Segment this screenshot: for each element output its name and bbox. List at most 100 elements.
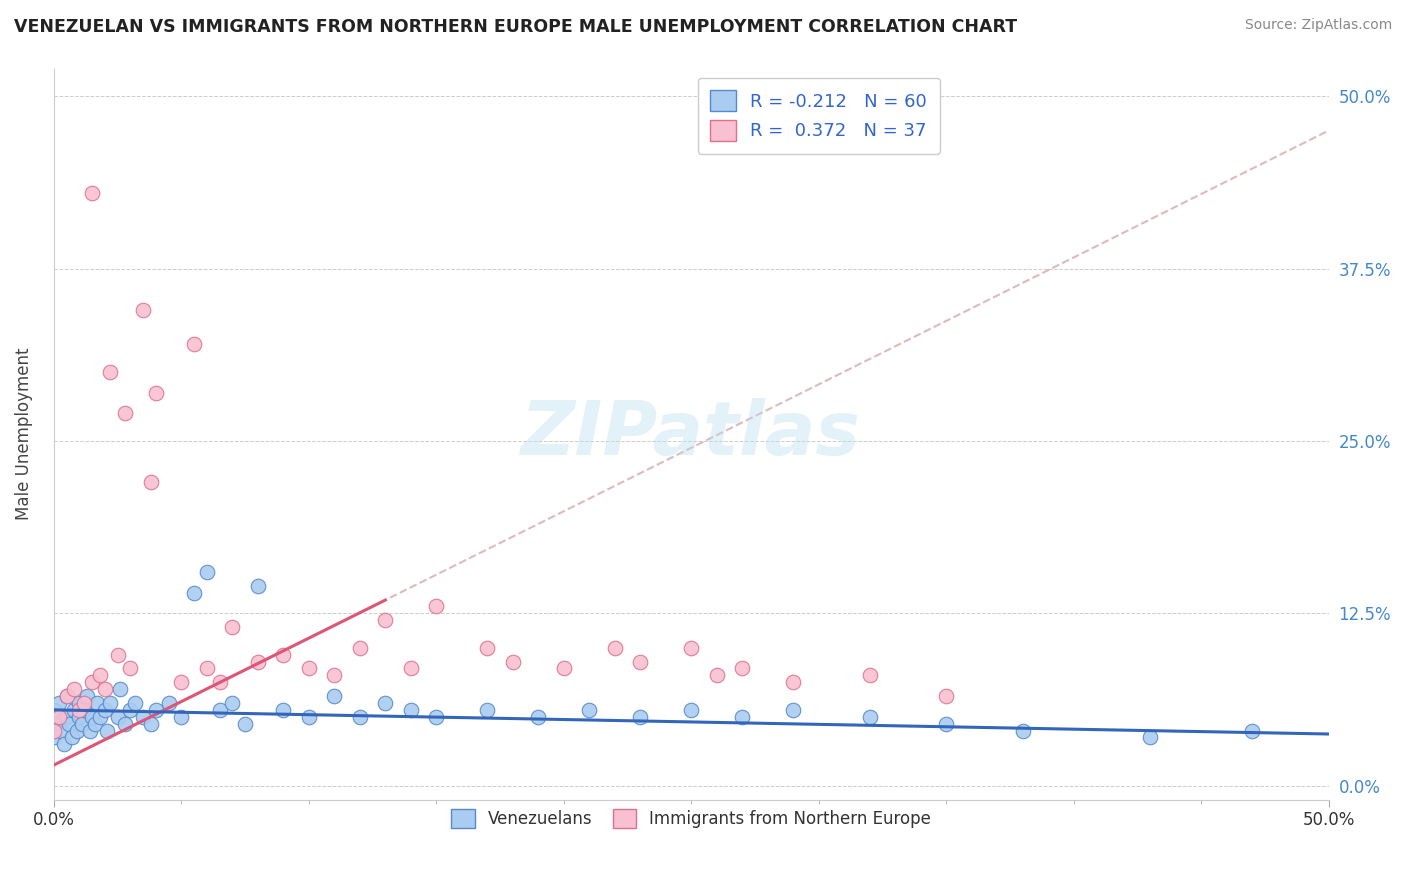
Y-axis label: Male Unemployment: Male Unemployment (15, 348, 32, 520)
Point (271, 703, 294, 717)
Point (731, 710, 754, 724)
Point (425, 710, 447, 724)
Point (114, 406, 136, 420)
Point (55, 689, 77, 703)
Point (782, 675, 804, 690)
Point (170, 710, 193, 724)
Point (107, 648, 129, 662)
Point (935, 716, 957, 731)
Point (139, 475, 162, 490)
Point (42, 731, 65, 745)
Point (51, 723, 73, 738)
Point (170, 675, 193, 690)
Point (70, 716, 93, 731)
Point (681, 703, 703, 717)
Point (58, 716, 80, 731)
Point (48, 696, 70, 710)
Point (477, 640, 499, 655)
Point (1139, 731, 1161, 745)
Point (1011, 723, 1033, 738)
Point (553, 661, 575, 675)
Point (233, 716, 256, 731)
Point (628, 710, 651, 724)
Point (42, 723, 65, 738)
Point (132, 710, 155, 724)
Point (67, 696, 90, 710)
Point (195, 565, 218, 579)
Point (681, 640, 703, 655)
Point (323, 668, 346, 682)
Point (425, 599, 447, 614)
Point (55, 710, 77, 724)
Point (139, 716, 162, 731)
Point (195, 661, 218, 675)
Point (63, 703, 86, 717)
Point (55, 689, 77, 703)
Point (145, 385, 167, 400)
Point (94, 703, 117, 717)
Point (859, 668, 882, 682)
Point (502, 655, 524, 669)
Point (859, 710, 882, 724)
Point (63, 682, 86, 697)
Point (374, 613, 396, 627)
Point (66, 723, 89, 738)
Point (298, 710, 321, 724)
Point (42, 703, 65, 717)
Point (120, 661, 142, 675)
Point (108, 682, 131, 697)
Point (73, 696, 96, 710)
Point (73, 703, 96, 717)
Point (48, 710, 70, 724)
Point (208, 675, 231, 690)
Point (94, 682, 117, 697)
Point (80, 675, 103, 690)
Point (114, 716, 136, 731)
Point (80, 710, 103, 724)
Point (731, 661, 754, 675)
Text: ZIPatlas: ZIPatlas (522, 398, 862, 470)
Text: VENEZUELAN VS IMMIGRANTS FROM NORTHERN EUROPE MALE UNEMPLOYMENT CORRELATION CHAR: VENEZUELAN VS IMMIGRANTS FROM NORTHERN E… (14, 18, 1017, 36)
Point (298, 661, 321, 675)
Point (935, 689, 957, 703)
Point (374, 696, 396, 710)
Point (578, 703, 600, 717)
Point (527, 710, 550, 724)
Point (53, 737, 76, 751)
Point (67, 710, 90, 724)
Point (157, 696, 180, 710)
Point (603, 640, 626, 655)
Point (183, 337, 205, 351)
Point (96, 723, 118, 738)
Point (208, 703, 231, 717)
Point (399, 703, 422, 717)
Point (67, 703, 90, 717)
Point (399, 661, 422, 675)
Point (1241, 723, 1264, 738)
Point (124, 696, 146, 710)
Point (89, 710, 111, 724)
Point (98, 696, 121, 710)
Point (107, 710, 129, 724)
Point (349, 640, 371, 655)
Point (132, 302, 155, 317)
Legend: Venezuelans, Immigrants from Northern Europe: Venezuelans, Immigrants from Northern Eu… (444, 803, 938, 835)
Point (628, 655, 651, 669)
Point (271, 648, 294, 662)
Point (98, 365, 121, 379)
Point (89, 668, 111, 682)
Point (86, 696, 108, 710)
Point (706, 668, 728, 682)
Point (145, 703, 167, 717)
Point (60, 731, 83, 745)
Point (80, 186, 103, 200)
Point (349, 710, 371, 724)
Point (120, 703, 142, 717)
Point (183, 585, 205, 599)
Point (323, 689, 346, 703)
Text: Source: ZipAtlas.com: Source: ZipAtlas.com (1244, 18, 1392, 32)
Point (246, 579, 269, 593)
Point (42, 716, 65, 731)
Point (477, 703, 499, 717)
Point (83, 716, 105, 731)
